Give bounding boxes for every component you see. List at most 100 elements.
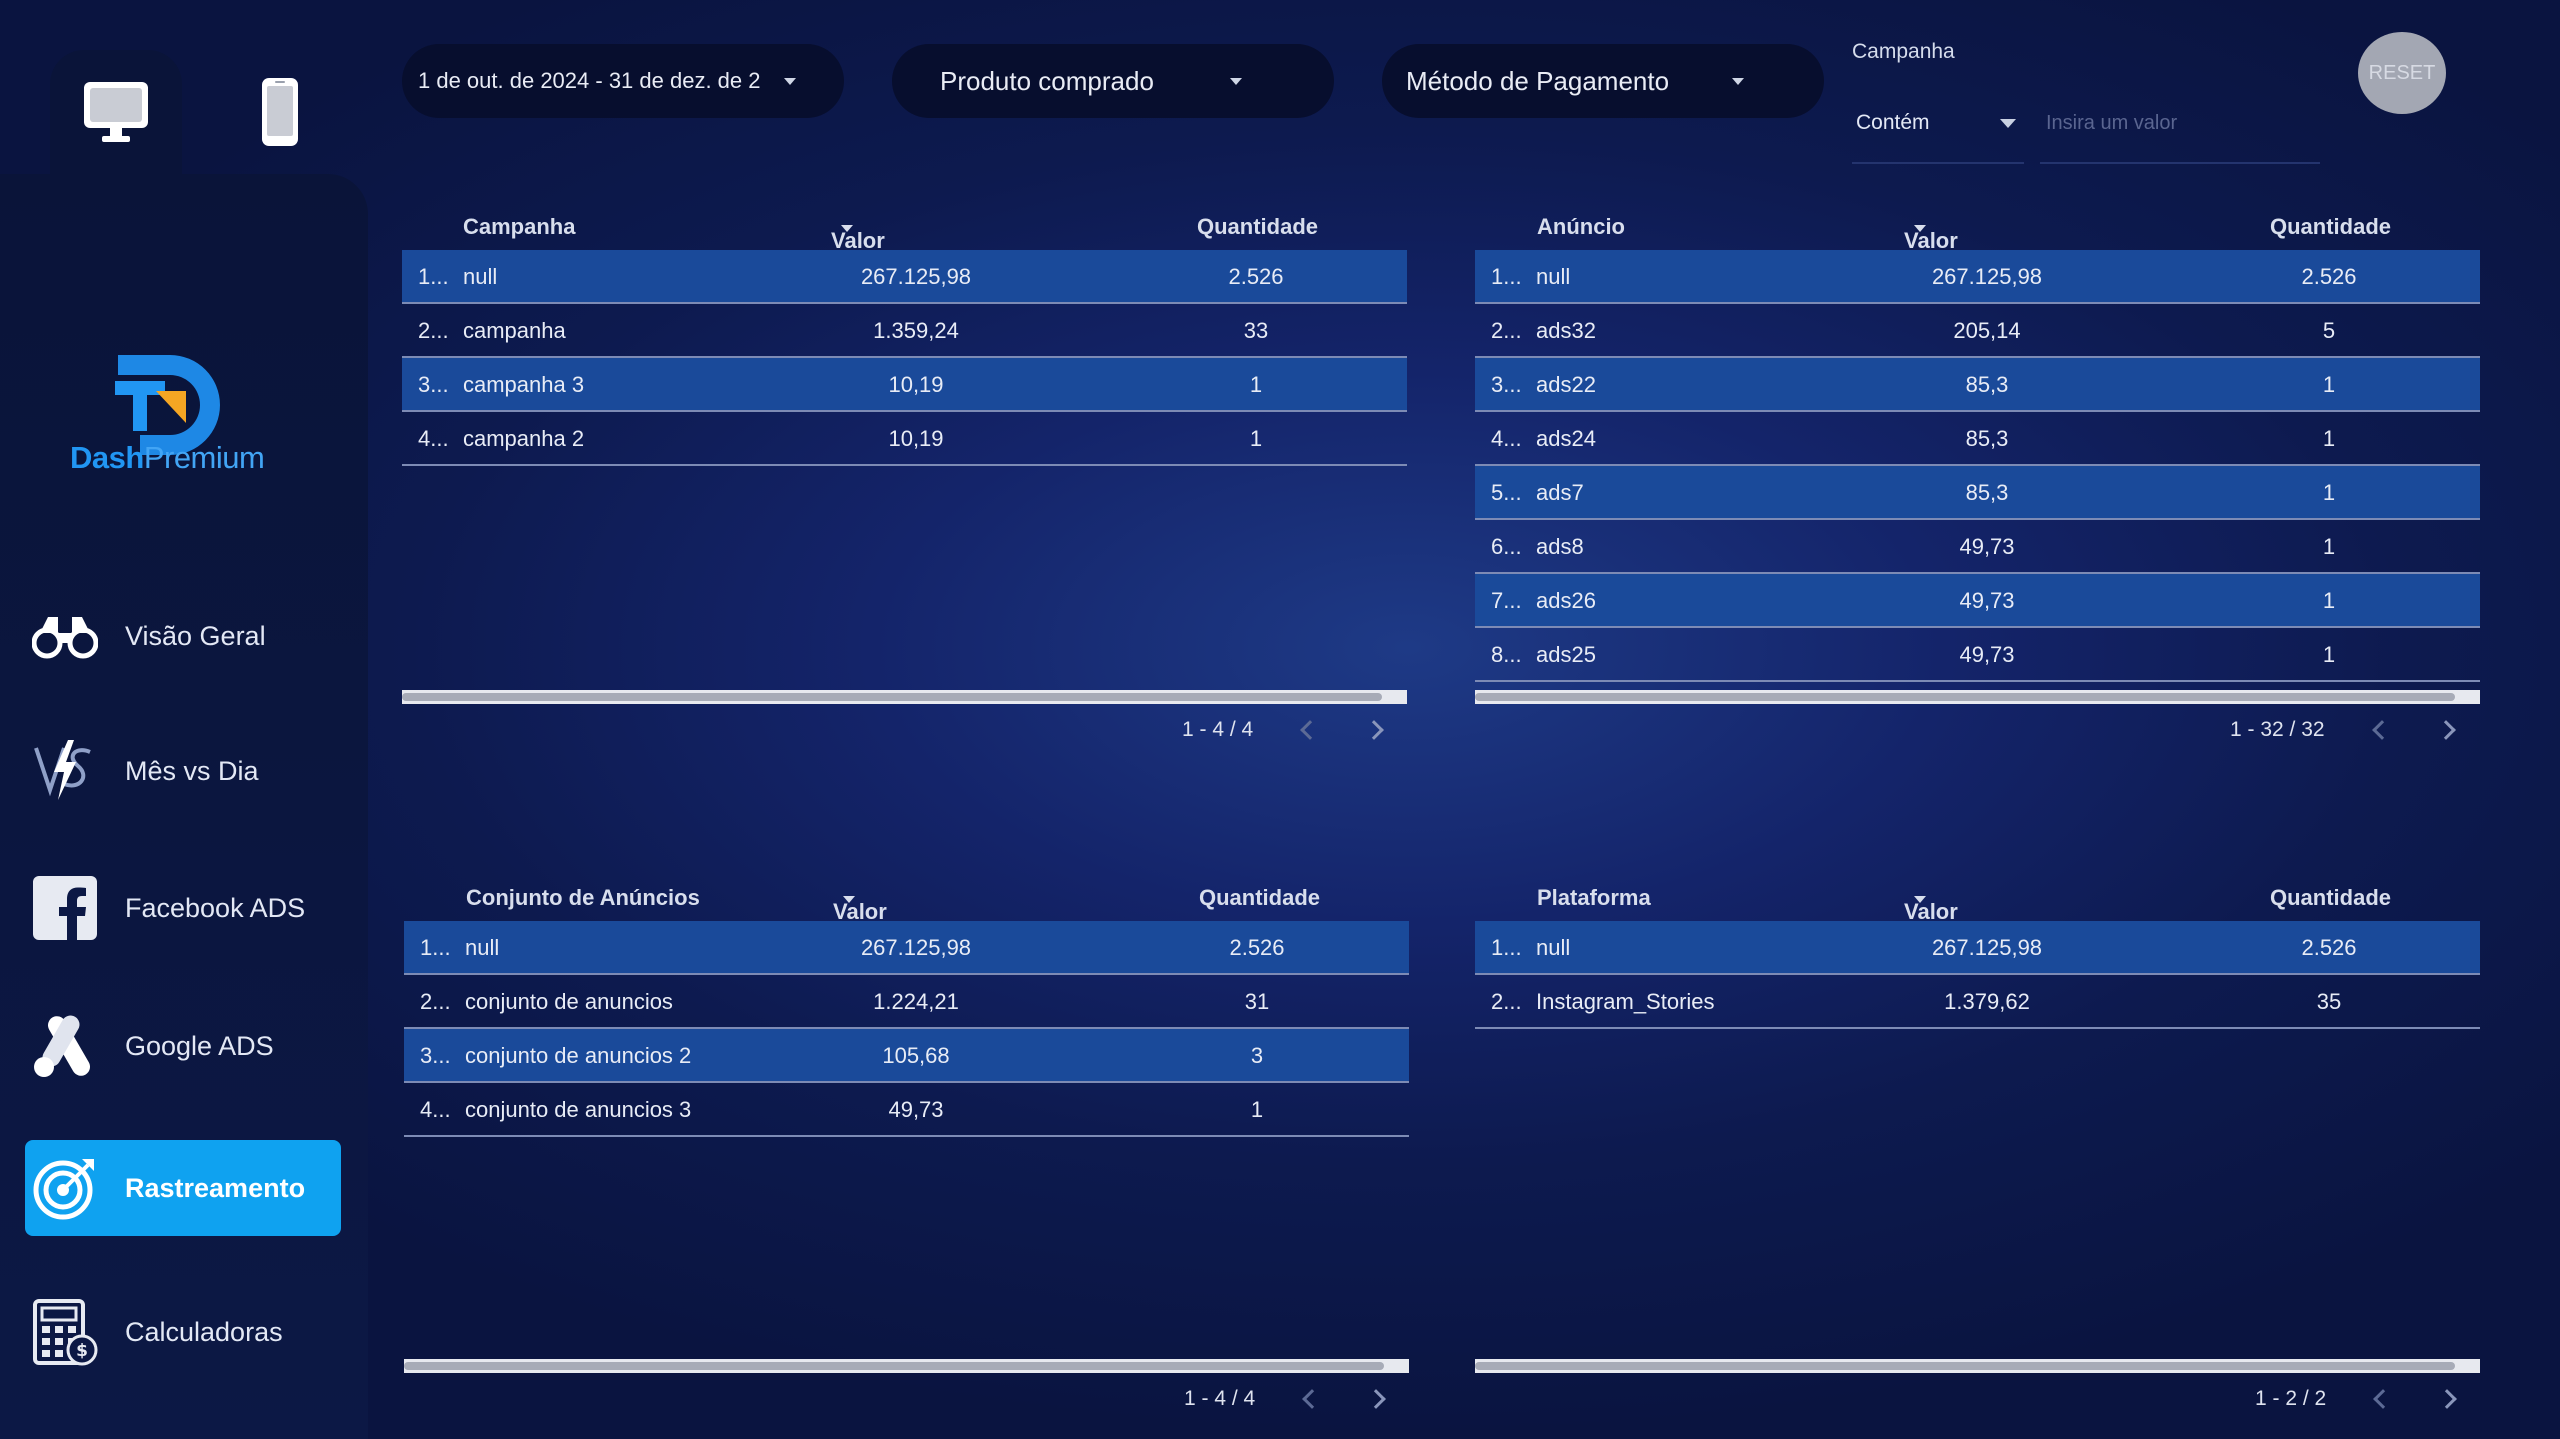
nav-google-ads[interactable]: Google ADS (25, 998, 341, 1094)
table-row[interactable]: 1... null 267.125,98 2.526 (404, 921, 1409, 975)
campaign-value-input[interactable] (2040, 84, 2320, 164)
date-range-value: 1 de out. de 2024 - 31 de dez. de 2 (418, 68, 761, 93)
svg-text:$: $ (76, 1341, 88, 1361)
campanha-table: Campanha Valor Liquido Quantidade 1...nu… (402, 200, 1407, 760)
table-header: Plataforma Valor Liquido Quantidade (1475, 871, 2480, 950)
nav-label: Calculadoras (125, 1316, 283, 1347)
sort-desc-icon (1914, 895, 1926, 903)
chevron-left-icon[interactable] (1302, 1389, 1323, 1409)
desktop-icon (84, 82, 148, 142)
column-header-quantidade[interactable]: Quantidade (2270, 885, 2392, 910)
column-header-quantidade[interactable]: Quantidade (2270, 214, 2392, 239)
date-range-picker[interactable]: 1 de out. de 2024 - 31 de dez. de 2 (402, 44, 844, 118)
column-header-campanha[interactable]: Campanha (463, 214, 576, 239)
chevron-right-icon[interactable] (2437, 1389, 2458, 1409)
chevron-right-icon[interactable] (2435, 720, 2456, 740)
table-row[interactable]: 7... ads26 49,73 1 (1475, 574, 2480, 628)
column-header-valor[interactable]: Valor Liquido (833, 885, 912, 950)
campaign-operator-select[interactable]: Contém (1852, 84, 2024, 164)
column-header-quantidade[interactable]: Quantidade (1197, 214, 1319, 239)
chevron-right-icon[interactable] (1366, 1389, 1387, 1409)
table-row[interactable]: 1... null 267.125,98 2.526 (1475, 250, 2480, 304)
column-header-plataforma[interactable]: Plataforma (1537, 885, 1651, 910)
calculator-icon: $ (33, 1299, 98, 1366)
table-row[interactable]: 3... ads22 85,3 1 (1475, 358, 2480, 412)
horizontal-scrollbar[interactable] (1475, 690, 2480, 704)
column-header-anuncio[interactable]: Anúncio (1537, 214, 1625, 239)
table-body: 1... null 267.125,98 2.526 2... Instagram_S… (1475, 921, 2480, 1029)
nav-label: Visão Geral (125, 620, 266, 651)
scrollbar-thumb[interactable] (404, 1362, 1384, 1370)
pagination: 1 - 4 / 4 (1184, 1387, 1387, 1411)
table-header: Anúncio Valor Liquido Quantidade (1475, 200, 2480, 279)
chevron-down-icon (1230, 77, 1242, 85)
scrollbar-thumb[interactable] (1475, 1362, 2455, 1370)
table-row[interactable]: 4... campanha 2 10,19 1 (402, 412, 1407, 466)
nav-visao-geral[interactable]: Visão Geral (25, 588, 341, 684)
nav-rastreamento[interactable]: Rastreamento (25, 1140, 341, 1236)
payment-filter-label: Método de Pagamento (1406, 65, 1670, 96)
column-header-valor[interactable]: Valor Liquido (831, 214, 910, 279)
sort-desc-icon (841, 224, 853, 232)
conjunto-anuncios-table: Conjunto de Anúncios Valor Liquido Quant… (404, 871, 1409, 1411)
sort-desc-icon (1914, 224, 1926, 232)
chevron-down-icon (784, 77, 796, 85)
nav-calculadoras[interactable]: $ Calculadoras (25, 1284, 341, 1380)
chevron-left-icon[interactable] (2373, 1389, 2394, 1409)
logo-wordmark: DashPremium (70, 440, 265, 475)
table-row[interactable]: 3... conjunto de anuncios 2 105,68 3 (404, 1029, 1409, 1083)
scrollbar-thumb[interactable] (1475, 693, 2455, 701)
scrollbar-thumb[interactable] (402, 693, 1382, 701)
table-row[interactable]: 2... Instagram_Stories 1.379,62 35 (1475, 975, 2480, 1029)
sort-desc-icon (843, 895, 855, 903)
table-row[interactable]: 2... campanha 1.359,24 33 (402, 304, 1407, 358)
payment-method-filter[interactable]: Método de Pagamento (1382, 44, 1824, 118)
table-row[interactable]: 5... ads7 85,3 1 (1475, 466, 2480, 520)
horizontal-scrollbar[interactable] (404, 1359, 1409, 1373)
reset-button[interactable]: RESET (2358, 32, 2446, 114)
campaign-operator-value: Contém (1856, 111, 1930, 134)
column-header-valor[interactable]: Valor Liquido (1904, 214, 1983, 279)
table-row[interactable]: 4... ads24 85,3 1 (1475, 412, 2480, 466)
column-header-valor[interactable]: Valor Liquido (1904, 885, 1983, 950)
column-header-conjunto[interactable]: Conjunto de Anúncios (466, 885, 700, 910)
table-row[interactable]: 1... null 267.125,98 2.526 (402, 250, 1407, 304)
horizontal-scrollbar[interactable] (1475, 1359, 2480, 1373)
pagination-label: 1 - 4 / 4 (1184, 1387, 1256, 1410)
horizontal-scrollbar[interactable] (402, 690, 1407, 704)
table-row[interactable]: 2... conjunto de anuncios 1.224,21 31 (404, 975, 1409, 1029)
chevron-down-icon (2000, 118, 2016, 128)
target-icon (33, 1159, 94, 1220)
sidebar: DashPremium Visão Geral Mês vs Dia (0, 0, 368, 1439)
dash-premium-logo (115, 355, 220, 455)
campaign-filter-label: Campanha (1852, 40, 1955, 63)
versus-icon (34, 740, 91, 800)
chevron-left-icon[interactable] (2371, 720, 2392, 740)
table-row[interactable]: 8... ads25 49,73 1 (1475, 628, 2480, 682)
facebook-icon (33, 876, 97, 940)
table-row[interactable]: 6... ads8 49,73 1 (1475, 520, 2480, 574)
anuncio-table: Anúncio Valor Liquido Quantidade 1...nul… (1475, 200, 2480, 760)
chevron-left-icon[interactable] (1300, 720, 1321, 740)
nav-mes-vs-dia[interactable]: Mês vs Dia (25, 723, 341, 819)
table-row[interactable]: 1... null 267.125,98 2.526 (1475, 921, 2480, 975)
table-body: 1... null 267.125,98 2.526 2... ads32 205,1… (1475, 250, 2480, 682)
pagination: 1 - 32 / 32 (2230, 718, 2456, 742)
campaign-filter: Campanha Contém (1852, 36, 2322, 164)
mobile-view-tab[interactable] (214, 50, 346, 174)
table-body: 1... null 267.125,98 2.526 2... campanha 1.… (402, 250, 1407, 466)
chevron-right-icon[interactable] (1364, 720, 1385, 740)
table-row[interactable]: 4... conjunto de anuncios 3 49,73 1 (404, 1083, 1409, 1137)
binoculars-icon (32, 617, 98, 659)
table-row[interactable]: 3... campanha 3 10,19 1 (402, 358, 1407, 412)
pagination-label: 1 - 2 / 2 (2255, 1387, 2327, 1410)
product-filter[interactable]: Produto comprado (892, 44, 1334, 118)
column-header-quantidade[interactable]: Quantidade (1199, 885, 1321, 910)
nav-facebook-ads[interactable]: Facebook ADS (25, 860, 341, 956)
mobile-icon (262, 78, 298, 146)
desktop-view-tab[interactable] (50, 50, 182, 174)
nav-label: Rastreamento (125, 1172, 306, 1203)
table-body: 1... null 267.125,98 2.526 2... conjunto de… (404, 921, 1409, 1137)
pagination: 1 - 4 / 4 (1182, 718, 1385, 742)
table-row[interactable]: 2... ads32 205,14 5 (1475, 304, 2480, 358)
